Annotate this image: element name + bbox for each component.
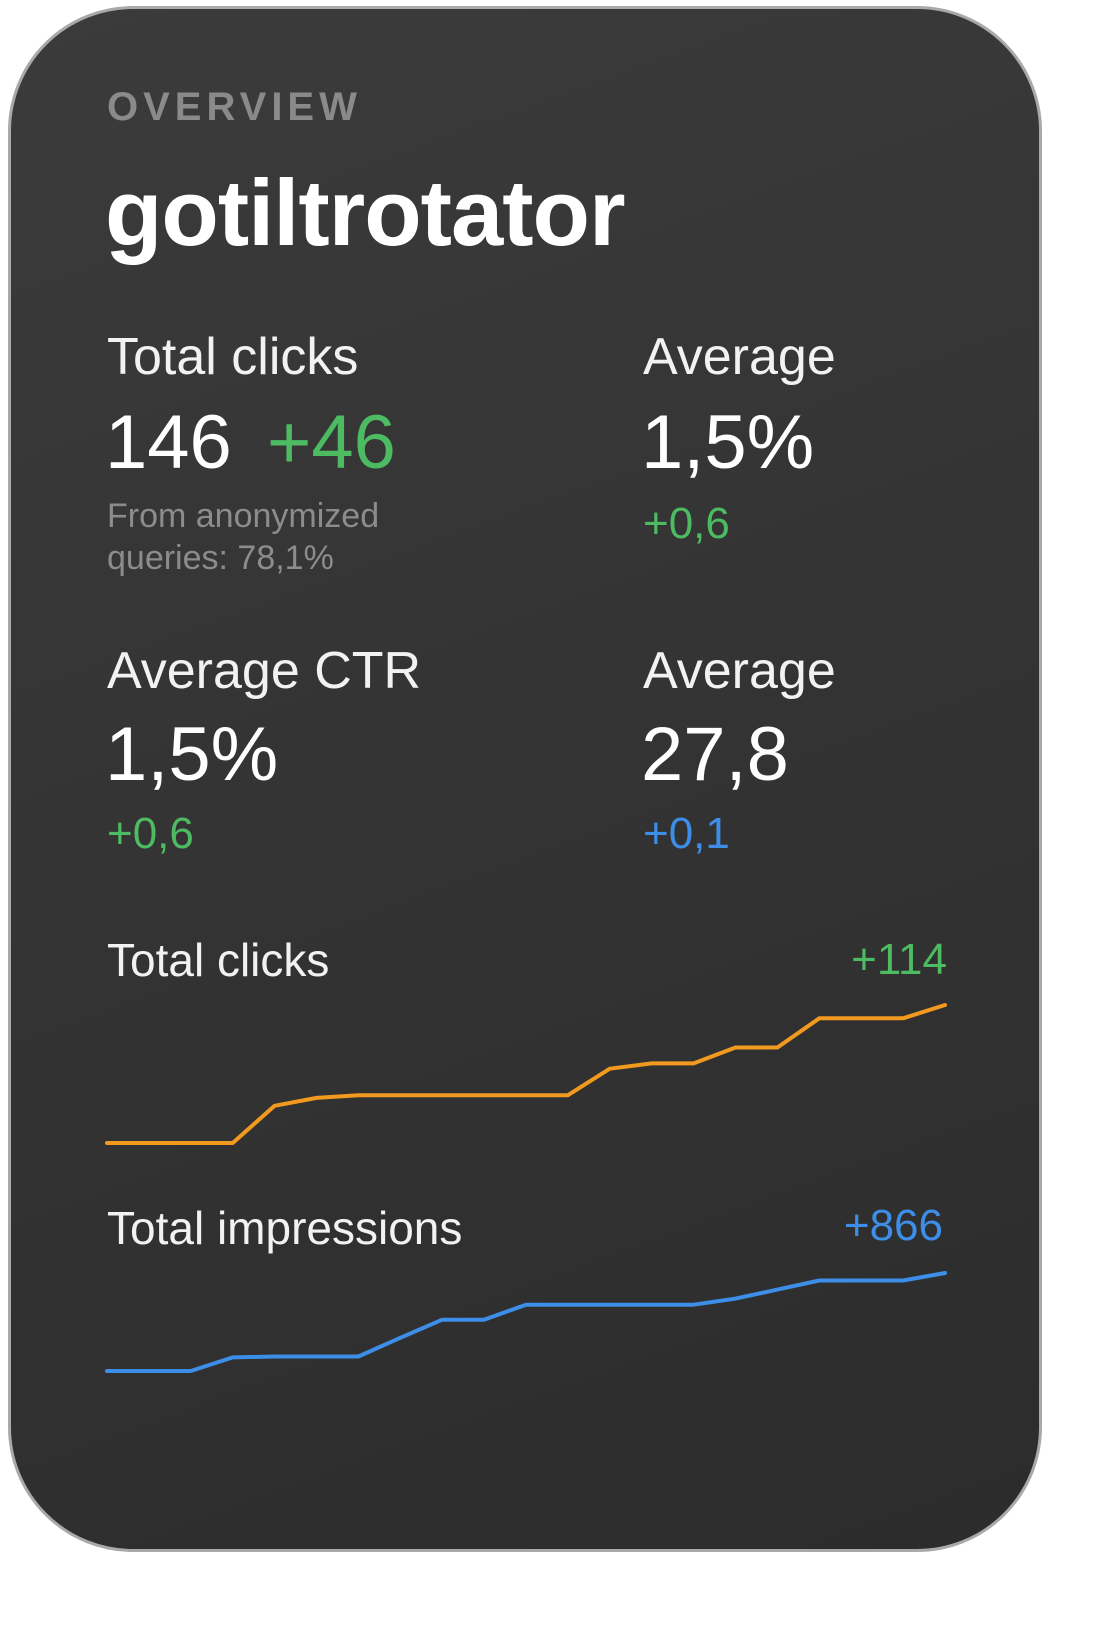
total-clicks-number: 146 (105, 400, 232, 485)
clicks-chart-delta: +114 (851, 935, 947, 984)
anonymized-queries-note: From anonymized queries: 78,1% (107, 497, 380, 577)
average-delta-bottom: +0,1 (643, 809, 730, 858)
site-name: gotiltrotator (105, 160, 626, 265)
total-clicks-delta: +46 (266, 400, 396, 485)
total-clicks-label: Total clicks (107, 328, 359, 386)
impressions-chart-title: Total impressions (107, 1202, 463, 1254)
impressions-sparkline (105, 1271, 947, 1373)
average-value-bottom: 27,8 (641, 712, 789, 797)
average-delta-top: +0,6 (643, 499, 730, 548)
clicks-series-line (105, 1003, 947, 1145)
average-label-bottom: Average (643, 642, 836, 700)
average-ctr-delta: +0,6 (107, 809, 194, 858)
impressions-chart-delta: +866 (843, 1201, 943, 1250)
average-ctr-label: Average CTR (107, 642, 422, 700)
impressions-series-line (105, 1271, 947, 1373)
average-label-top: Average (643, 328, 836, 386)
average-ctr-value: 1,5% (105, 712, 279, 797)
average-value-top: 1,5% (641, 400, 815, 485)
clicks-sparkline (105, 1003, 947, 1145)
total-clicks-value: 146 +46 (105, 399, 396, 486)
overview-card: OVERVIEW gotiltrotator Total clicks 146 … (8, 6, 1042, 1552)
overview-label: OVERVIEW (107, 85, 362, 129)
clicks-chart-title: Total clicks (107, 934, 330, 986)
